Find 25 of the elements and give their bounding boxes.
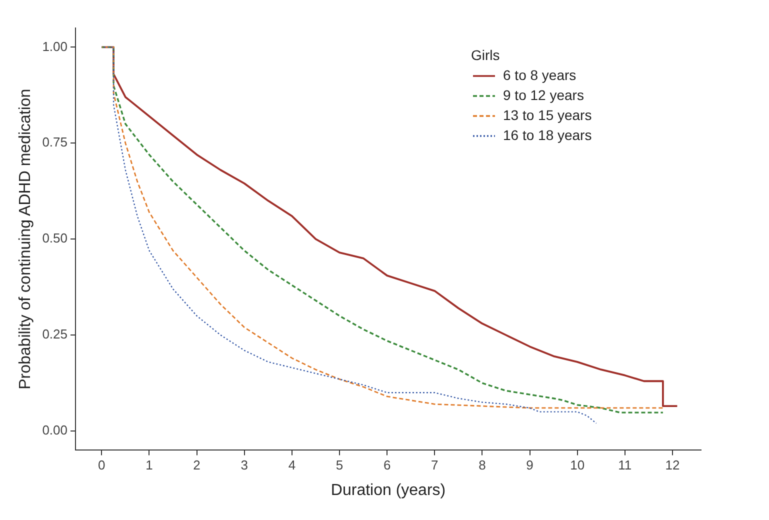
x-tick-label: 11 <box>618 458 632 473</box>
x-axis-title: Duration (years) <box>330 482 446 499</box>
legend-label: 6 to 8 years <box>503 66 576 83</box>
legend-label: 16 to 18 years <box>503 126 592 143</box>
x-tick-label: 6 <box>383 458 391 473</box>
y-tick-label: 0.75 <box>42 134 68 150</box>
x-tick-label: 0 <box>98 458 106 473</box>
y-tick-label: 0.00 <box>42 422 68 438</box>
x-tick-label: 8 <box>478 458 486 473</box>
y-tick-label: 0.50 <box>42 230 68 246</box>
y-tick-label: 0.25 <box>42 326 68 342</box>
x-tick-label: 2 <box>193 458 200 473</box>
x-tick-label: 5 <box>336 458 344 473</box>
x-tick-label: 12 <box>665 458 680 473</box>
legend-title: Girls <box>471 46 500 63</box>
x-tick-label: 4 <box>288 458 296 473</box>
x-tick-label: 3 <box>240 458 248 473</box>
x-tick-label: 7 <box>431 458 438 473</box>
legend-label: 9 to 12 years <box>503 86 584 103</box>
legend-label: 13 to 15 years <box>503 106 592 123</box>
x-tick-label: 9 <box>526 458 534 473</box>
x-tick-label: 1 <box>146 458 153 473</box>
x-tick-label: 10 <box>570 458 585 473</box>
y-tick-label: 1.00 <box>42 38 68 54</box>
y-axis-title: Probability of continuing ADHD medication <box>17 88 34 390</box>
